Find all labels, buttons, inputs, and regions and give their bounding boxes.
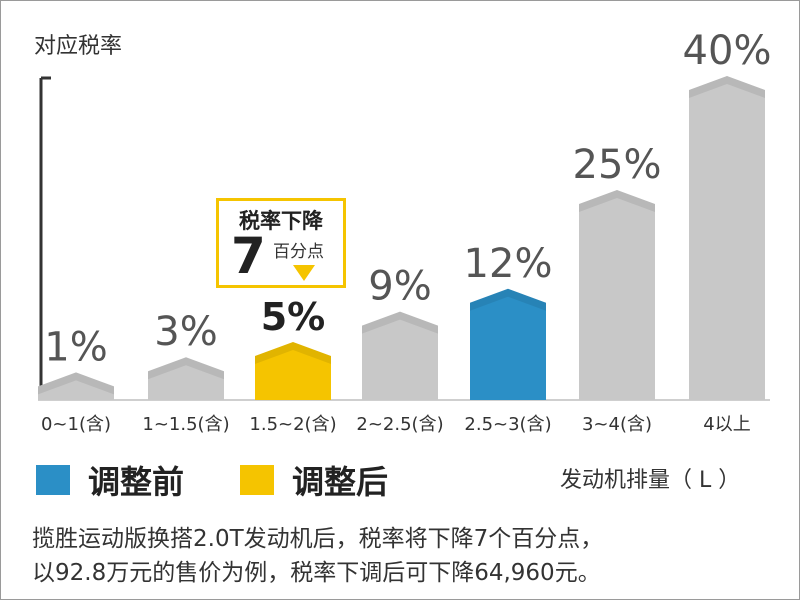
legend-item-after: 调整后 xyxy=(240,462,388,501)
bar-cap-6 xyxy=(689,76,765,98)
value-label-4: 12% xyxy=(464,241,553,287)
bar-6 xyxy=(689,76,765,400)
bar-3 xyxy=(362,311,438,400)
x-tick-label-5: 3~4(含) xyxy=(582,414,652,435)
legend-swatch-after xyxy=(240,465,274,495)
legend-item-before: 调整前 xyxy=(36,462,184,501)
x-tick-label-2: 1.5~2(含) xyxy=(249,414,336,435)
bar-4 xyxy=(470,288,546,400)
callout-number: 7 xyxy=(231,227,266,285)
value-label-2: 5% xyxy=(261,295,326,339)
caption-line-2: 以92.8万元的售价为例，税率下调后可下降64,960元。 xyxy=(32,560,601,586)
caption-line-1: 揽胜运动版换搭2.0T发动机后，税率将下降7个百分点， xyxy=(32,526,604,552)
bar-cap-2 xyxy=(255,342,331,364)
x-axis-label: 发动机排量（ L ） xyxy=(560,468,741,493)
value-label-1: 3% xyxy=(154,309,217,355)
x-tick-label-0: 0~1(含) xyxy=(41,414,111,435)
x-tick-label-6: 4以上 xyxy=(703,414,750,435)
bar-5 xyxy=(579,190,655,400)
caption: 揽胜运动版换搭2.0T发动机后，税率将下降7个百分点， 以92.8万元的售价为例… xyxy=(32,522,772,590)
x-tick-label-3: 2~2.5(含) xyxy=(356,414,443,435)
legend-swatch-before xyxy=(36,465,70,495)
bar-cap-1 xyxy=(148,357,224,380)
callout-title: 税率下降 xyxy=(239,209,323,233)
bar-cap-4 xyxy=(470,288,546,311)
down-arrow-icon xyxy=(293,265,315,281)
bar-cap-5 xyxy=(579,190,655,212)
value-label-3: 9% xyxy=(368,264,431,310)
bar-chart: 1% 0~1(含) 3% 1~1.5(含) 5% 1.5~2(含) 9% 2~2.5(含) 12… xyxy=(38,28,772,435)
value-label-0: 1% xyxy=(44,324,107,370)
bar-cap-0 xyxy=(38,372,114,395)
value-label-5: 25% xyxy=(573,142,662,188)
legend-label-after: 调整后 xyxy=(292,463,389,501)
bar-cap-3 xyxy=(362,311,438,334)
rate-drop-callout: 税率下降 7 百分点 xyxy=(216,198,346,288)
bar-1 xyxy=(148,357,224,400)
x-tick-label-1: 1~1.5(含) xyxy=(142,414,229,435)
value-label-6: 40% xyxy=(683,28,772,74)
y-axis-label: 对应税率 xyxy=(34,34,123,59)
bar-2 xyxy=(255,342,331,400)
x-tick-label-4: 2.5~3(含) xyxy=(464,414,551,435)
bar-0 xyxy=(38,372,114,400)
legend-label-before: 调整前 xyxy=(88,463,185,501)
callout-unit: 百分点 xyxy=(273,242,324,262)
